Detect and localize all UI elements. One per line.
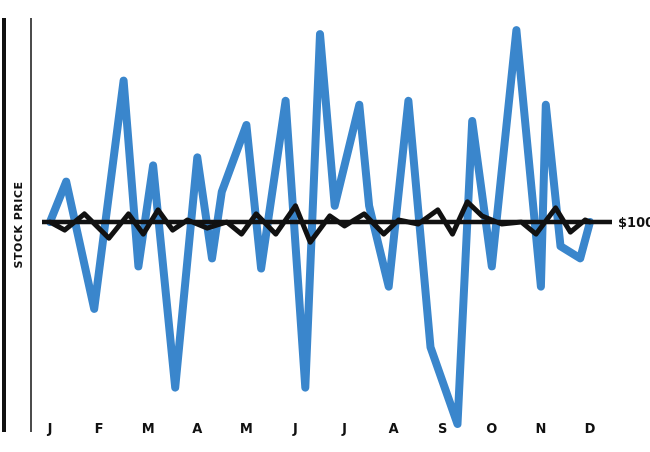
x-tick-label: J [341, 422, 347, 437]
series-line-black [47, 199, 593, 245]
reference-line-label: $100 [618, 216, 650, 231]
x-tick-label: F [95, 422, 104, 437]
series-layer [46, 26, 594, 428]
x-tick-label: M [142, 422, 155, 437]
y-axis-label: STOCK PRICE [12, 182, 25, 269]
x-tick-label: S [438, 422, 447, 437]
series-line-blue-brush [50, 29, 594, 427]
x-tick-label: M [240, 422, 253, 437]
x-tick-label: A [192, 422, 202, 437]
x-tick-label: J [47, 422, 53, 437]
x-tick-label: N [535, 422, 546, 437]
x-tick-label: D [585, 422, 596, 437]
x-tick-label: O [486, 422, 497, 437]
x-tick-label: A [389, 422, 399, 437]
series-line-blue [46, 26, 594, 428]
x-tick-label: J [292, 422, 298, 437]
